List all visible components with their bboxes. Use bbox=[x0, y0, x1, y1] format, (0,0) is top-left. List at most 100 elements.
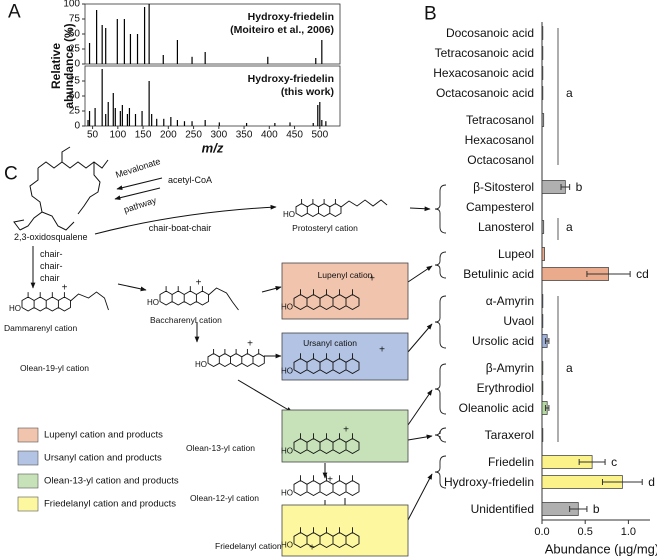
charge: + bbox=[379, 345, 385, 356]
significance-letter: a bbox=[566, 361, 573, 375]
cation-label: Olean-12-yl cation bbox=[190, 493, 259, 503]
x-tick-label: 100 bbox=[109, 130, 126, 141]
y-axis-label: abundance (%) bbox=[62, 23, 76, 108]
hydroxyl-label: HO bbox=[281, 446, 293, 455]
x-axis-label: Abundance (µg/mg) bbox=[545, 542, 657, 557]
y-tick-label: 25 bbox=[69, 106, 81, 117]
bar bbox=[541, 46, 544, 60]
brace bbox=[434, 184, 447, 234]
charge: + bbox=[327, 475, 333, 486]
charge: + bbox=[247, 339, 253, 350]
x-tick-label: 200 bbox=[160, 130, 177, 141]
panel-label: A bbox=[8, 2, 21, 23]
hydroxyl-label: HO bbox=[283, 210, 295, 219]
pathway-label: pathway bbox=[123, 195, 158, 215]
annotation: (Moiteiro et al., 2006) bbox=[230, 24, 334, 36]
y-tick-label: 75 bbox=[69, 14, 81, 25]
legend-label: Olean-13-yl cation and products bbox=[44, 476, 179, 487]
hydroxyl-label: HO bbox=[147, 298, 159, 307]
x-tick-label: 300 bbox=[210, 130, 227, 141]
folding-label: chair bbox=[40, 273, 60, 283]
legend-label: Lupenyl cation and products bbox=[44, 430, 163, 441]
bar bbox=[541, 220, 545, 234]
legend-label: Friedelanyl cation and products bbox=[44, 499, 176, 510]
y-tick-label: 100 bbox=[63, 0, 80, 10]
significance-letter: a bbox=[566, 220, 573, 234]
annotation: Hydroxy-friedelin bbox=[248, 73, 334, 85]
category-label: Oleanolic acid bbox=[459, 401, 534, 415]
x-tick-label: 400 bbox=[261, 130, 278, 141]
annotation: Hydroxy-friedelin bbox=[248, 11, 334, 23]
structure bbox=[21, 292, 71, 312]
source-label: acetyl-CoA bbox=[168, 175, 212, 185]
y-tick-label: 50 bbox=[69, 91, 81, 102]
category-label: Docosanoic acid bbox=[446, 26, 534, 40]
bar bbox=[541, 361, 544, 375]
structure bbox=[293, 527, 360, 549]
cation-label: Protosteryl cation bbox=[292, 223, 358, 233]
significance-letter: a bbox=[566, 86, 573, 100]
cation-label: Olean-19-yl cation bbox=[20, 363, 89, 373]
charge: + bbox=[309, 543, 315, 554]
category-label: Octacosanoic acid bbox=[436, 86, 534, 100]
brace bbox=[434, 427, 447, 443]
category-label: Lanosterol bbox=[478, 220, 534, 234]
error-bar bbox=[560, 184, 571, 190]
brace bbox=[434, 295, 447, 349]
hydroxyl-label: HO bbox=[281, 366, 293, 375]
x-tick-label: 250 bbox=[185, 130, 202, 141]
charge: + bbox=[196, 278, 202, 289]
brace bbox=[434, 363, 447, 415]
structure bbox=[293, 475, 360, 497]
structure bbox=[293, 433, 360, 455]
error-bar bbox=[544, 338, 550, 344]
category-label: β-Amyrin bbox=[486, 361, 534, 375]
category-label: Unidentified bbox=[471, 502, 534, 516]
hydroxyl-label: HO bbox=[9, 304, 21, 313]
folding-label: chair-boat-chair bbox=[149, 223, 212, 233]
category-label: Erythrodiol bbox=[477, 381, 534, 395]
error-bar bbox=[586, 271, 631, 277]
arrows bbox=[30, 177, 433, 523]
x-tick-label: 500 bbox=[311, 130, 328, 141]
category-label: Hexacosanoic acid bbox=[433, 66, 534, 80]
category-label: Betulinic acid bbox=[463, 267, 534, 281]
product-box bbox=[281, 262, 409, 320]
bar bbox=[541, 381, 544, 395]
category-label: Tetracosanol bbox=[466, 113, 534, 127]
cation-label: Friedelanyl cation bbox=[215, 541, 282, 551]
charge: + bbox=[343, 425, 349, 436]
bar bbox=[541, 86, 544, 100]
y-tick-label: 25 bbox=[69, 44, 81, 55]
pathway-label: Mevalonate bbox=[114, 156, 161, 180]
hydroxyl-label: HO bbox=[281, 540, 293, 549]
x-tick-label: 150 bbox=[135, 130, 152, 141]
panel-label: C bbox=[4, 164, 18, 185]
bar bbox=[541, 26, 544, 40]
hydroxyl-label: HO bbox=[281, 488, 293, 497]
category-label: α-Amyrin bbox=[486, 294, 534, 308]
cation-label: Ursanyl cation bbox=[303, 338, 357, 348]
structure bbox=[159, 286, 209, 306]
structure bbox=[207, 349, 265, 368]
category-label: Hydroxy-friedelin bbox=[444, 475, 534, 489]
category-label: Uvaol bbox=[503, 314, 534, 328]
y-axis-label: Relative bbox=[49, 43, 63, 89]
x-tick-label: 450 bbox=[286, 130, 303, 141]
y-tick-label: 50 bbox=[69, 29, 81, 40]
category-label: Tetracosanoic acid bbox=[435, 46, 534, 60]
annotation: (this work) bbox=[281, 86, 334, 98]
structure bbox=[293, 353, 360, 375]
product-box bbox=[281, 504, 409, 557]
category-label: β-Sitosterol bbox=[473, 180, 534, 194]
bar bbox=[541, 113, 545, 127]
structure bbox=[295, 199, 342, 218]
legend-swatch bbox=[17, 473, 39, 489]
significance-letter: cd bbox=[636, 267, 649, 281]
charge: + bbox=[62, 283, 68, 294]
category-label: Campesterol bbox=[466, 200, 534, 214]
bar bbox=[541, 314, 544, 328]
legend-label: Ursanyl cation and products bbox=[44, 453, 162, 464]
